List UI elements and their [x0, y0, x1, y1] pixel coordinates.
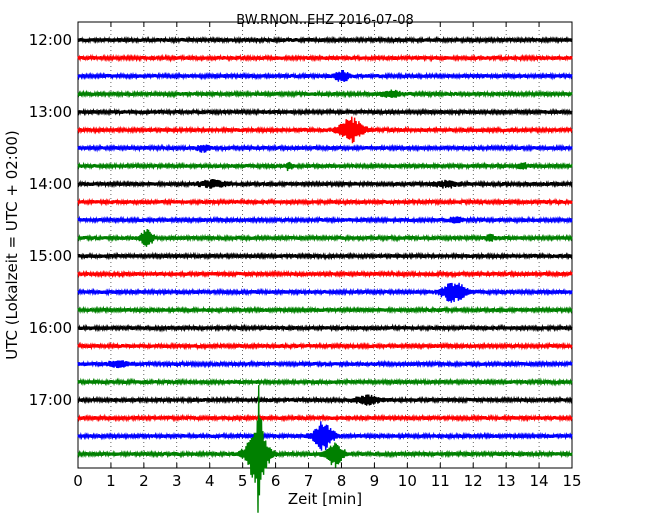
trace-1230: [77, 69, 573, 82]
plot-frame: [77, 21, 573, 469]
x-tick-label-14: 14: [530, 472, 549, 490]
y-tick-label-4: 16:00: [29, 319, 72, 337]
trace-1615: [77, 341, 573, 351]
y-tick-label-1: 13:00: [29, 103, 72, 121]
trace-1315: [77, 116, 573, 144]
x-axis-label: Zeit [min]: [288, 490, 362, 508]
seismogram-traces: [77, 35, 573, 513]
trace-1245: [77, 89, 573, 99]
x-tick-label-5: 5: [238, 472, 248, 490]
x-tick-label-0: 0: [73, 472, 83, 490]
x-tick-label-1: 1: [106, 472, 116, 490]
trace-1400: [77, 178, 573, 189]
x-tick-label-15: 15: [562, 472, 581, 490]
y-tick-label-0: 12:00: [29, 31, 72, 49]
x-tick-label-8: 8: [337, 472, 347, 490]
x-tick-label-3: 3: [172, 472, 182, 490]
x-tick-label-2: 2: [139, 472, 149, 490]
trace-1330: [77, 143, 573, 153]
x-tick-label-9: 9: [370, 472, 380, 490]
y-tick-label-5: 17:00: [29, 391, 72, 409]
trace-1545: [77, 305, 573, 315]
trace-1415: [77, 197, 573, 207]
trace-1700: [77, 394, 573, 406]
trace-1530: [77, 282, 573, 303]
trace-1645: [77, 377, 573, 387]
x-tick-label-7: 7: [304, 472, 314, 490]
trace-1630: [77, 359, 573, 369]
y-axis-ticks: 12:00 13:00 14:00 15:00 16:00 17:00: [29, 31, 572, 409]
trace-1715: [77, 413, 573, 423]
trace-1745: [77, 385, 573, 513]
chart-title: BW.RNON..EHZ 2016-07-08: [236, 13, 414, 28]
x-tick-label-10: 10: [398, 472, 417, 490]
trace-1215: [77, 53, 573, 63]
trace-1200: [77, 35, 573, 45]
trace-1300: [77, 107, 573, 117]
x-tick-label-4: 4: [205, 472, 215, 490]
trace-1600: [77, 323, 573, 333]
trace-1515: [77, 269, 573, 279]
trace-1445: [77, 228, 573, 247]
x-tick-label-6: 6: [271, 472, 281, 490]
y-tick-label-2: 14:00: [29, 175, 72, 193]
trace-1345: [77, 161, 573, 172]
x-axis-ticks: 0 1 2 3 4 5 6 7 8 9 10 11 12 13 14 15: [73, 22, 582, 490]
trace-1730: [77, 421, 573, 451]
trace-1500: [77, 251, 573, 261]
x-tick-label-13: 13: [497, 472, 516, 490]
x-tick-label-11: 11: [431, 472, 450, 490]
trace-1430: [77, 215, 573, 225]
y-axis-label: UTC (Lokalzeit = UTC + 02:00): [3, 130, 21, 360]
y-tick-label-3: 15:00: [29, 247, 72, 265]
x-tick-label-12: 12: [464, 472, 483, 490]
